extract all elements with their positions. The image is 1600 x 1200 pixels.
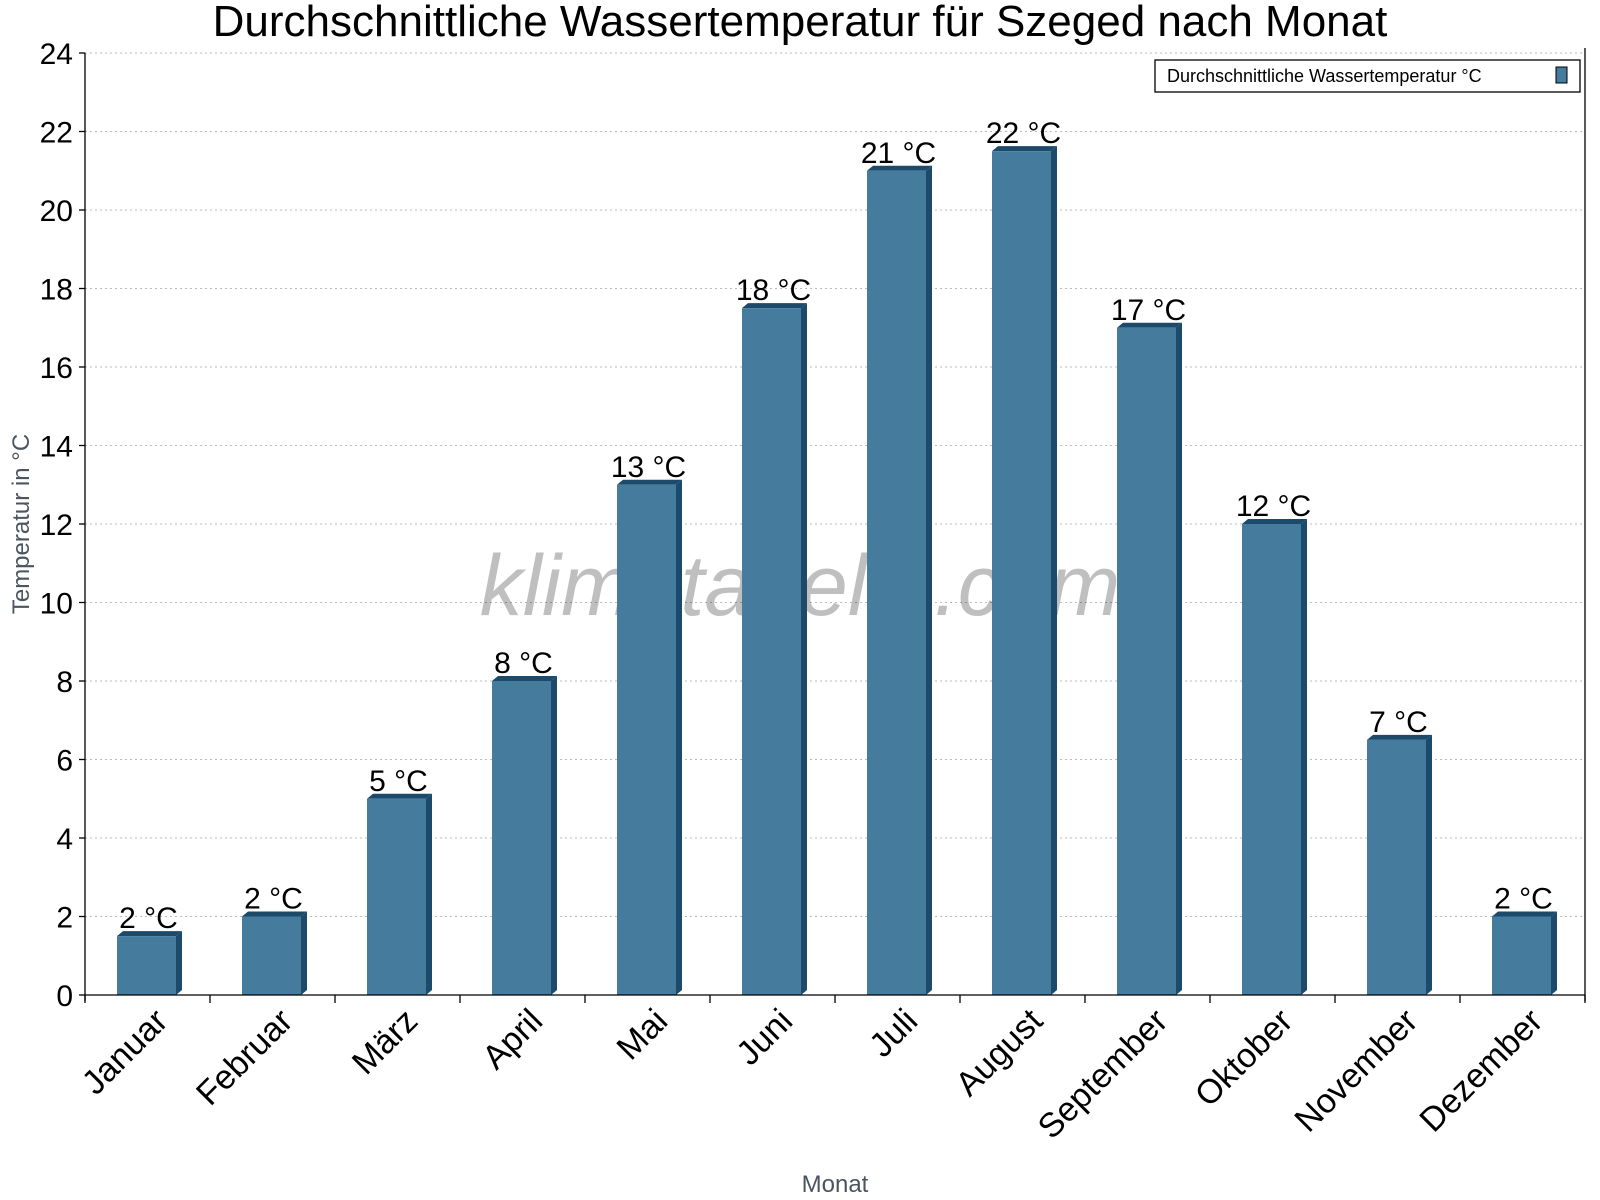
x-tick-label: Juni — [729, 1002, 800, 1073]
x-tick-label: August — [948, 1001, 1050, 1103]
bars: 2 °C 2 °C 5 °C 8 °C 13 °C 18 °C 21 °C 22 °C 17 °… — [117, 117, 1557, 995]
bar — [117, 936, 176, 995]
bar-side — [676, 479, 682, 995]
bar-side — [1426, 734, 1432, 995]
y-tick-label: 4 — [56, 823, 73, 856]
y-tick-label: 12 — [40, 509, 73, 542]
bar — [992, 151, 1051, 995]
x-tick-label: April — [475, 1002, 550, 1077]
bar-top — [1367, 734, 1432, 740]
x-tick-label: Dezember — [1412, 1002, 1550, 1140]
y-tick-label: 0 — [56, 980, 73, 1013]
bar-top — [992, 146, 1057, 152]
bar-top — [617, 479, 682, 485]
x-tick-label: Mai — [610, 1002, 676, 1068]
legend: Durchschnittliche Wassertemperatur °C — [1154, 59, 1581, 93]
bar-top — [117, 931, 182, 937]
bar — [1367, 739, 1426, 995]
bar-side — [1051, 146, 1057, 995]
data-label: 7 °C — [1369, 706, 1428, 739]
bar — [617, 484, 676, 995]
x-tick-label: Januar — [75, 1002, 175, 1102]
data-label: 13 °C — [611, 451, 686, 484]
bar-side — [801, 303, 807, 995]
bar-top — [867, 165, 932, 171]
y-tick-label: 20 — [40, 195, 73, 228]
bar-side — [176, 931, 182, 995]
data-label: 2 °C — [1494, 883, 1553, 916]
y-tick-label: 22 — [40, 117, 73, 150]
bar — [867, 170, 926, 995]
bar — [742, 308, 801, 995]
x-tick-label: Oktober — [1188, 1002, 1300, 1114]
bar-side — [551, 676, 557, 995]
y-tick-label: 8 — [56, 666, 73, 699]
x-axis-label: Monat — [802, 1171, 869, 1198]
bar-top — [742, 303, 807, 309]
bar — [367, 798, 426, 995]
bar-side — [1176, 322, 1182, 995]
x-tick-label: März — [345, 1002, 425, 1082]
bar-top — [242, 911, 307, 917]
data-label: 17 °C — [1111, 294, 1186, 327]
data-label: 18 °C — [736, 274, 811, 307]
data-label: 12 °C — [1236, 490, 1311, 523]
y-tick-label: 24 — [40, 38, 73, 71]
bar-top — [1492, 911, 1557, 917]
bar-top — [492, 676, 557, 681]
legend-label: Durchschnittliche Wassertemperatur °C — [1167, 66, 1482, 86]
bar-side — [301, 911, 307, 995]
x-tick-label: September — [1031, 1002, 1175, 1146]
data-label: 21 °C — [861, 137, 936, 170]
data-label: 22 °C — [986, 117, 1061, 150]
grid-lines — [85, 52, 1585, 917]
y-tick-label: 14 — [40, 431, 73, 464]
bar-top — [1242, 519, 1307, 524]
chart-title: Durchschnittliche Wassertemperatur für S… — [213, 0, 1388, 46]
bar-side — [426, 793, 432, 995]
bar — [1242, 524, 1301, 995]
x-tick-label: Februar — [189, 1002, 300, 1113]
bar — [492, 681, 551, 995]
data-label: 8 °C — [494, 647, 553, 680]
bar-side — [926, 165, 932, 995]
legend-box — [1154, 59, 1581, 93]
x-tick-label: Juli — [862, 1002, 925, 1065]
y-tick-label: 10 — [40, 588, 73, 621]
data-label: 5 °C — [369, 765, 428, 798]
bar-top — [1117, 322, 1182, 328]
legend-swatch — [1555, 66, 1568, 84]
data-label: 2 °C — [244, 883, 303, 916]
y-tick-label: 2 — [56, 902, 73, 935]
y-axis-label: Temperatur in °C — [8, 434, 35, 614]
data-label: 2 °C — [119, 902, 178, 935]
y-tick-label: 16 — [40, 352, 73, 385]
bar — [1492, 916, 1551, 995]
bar-side — [1301, 519, 1307, 995]
x-tick-label: November — [1287, 1002, 1425, 1140]
y-tick-label: 6 — [56, 745, 73, 778]
bar — [1117, 327, 1176, 995]
bar — [242, 916, 301, 995]
bar-top — [367, 793, 432, 799]
y-tick-label: 18 — [40, 274, 73, 307]
bar-side — [1551, 911, 1557, 995]
